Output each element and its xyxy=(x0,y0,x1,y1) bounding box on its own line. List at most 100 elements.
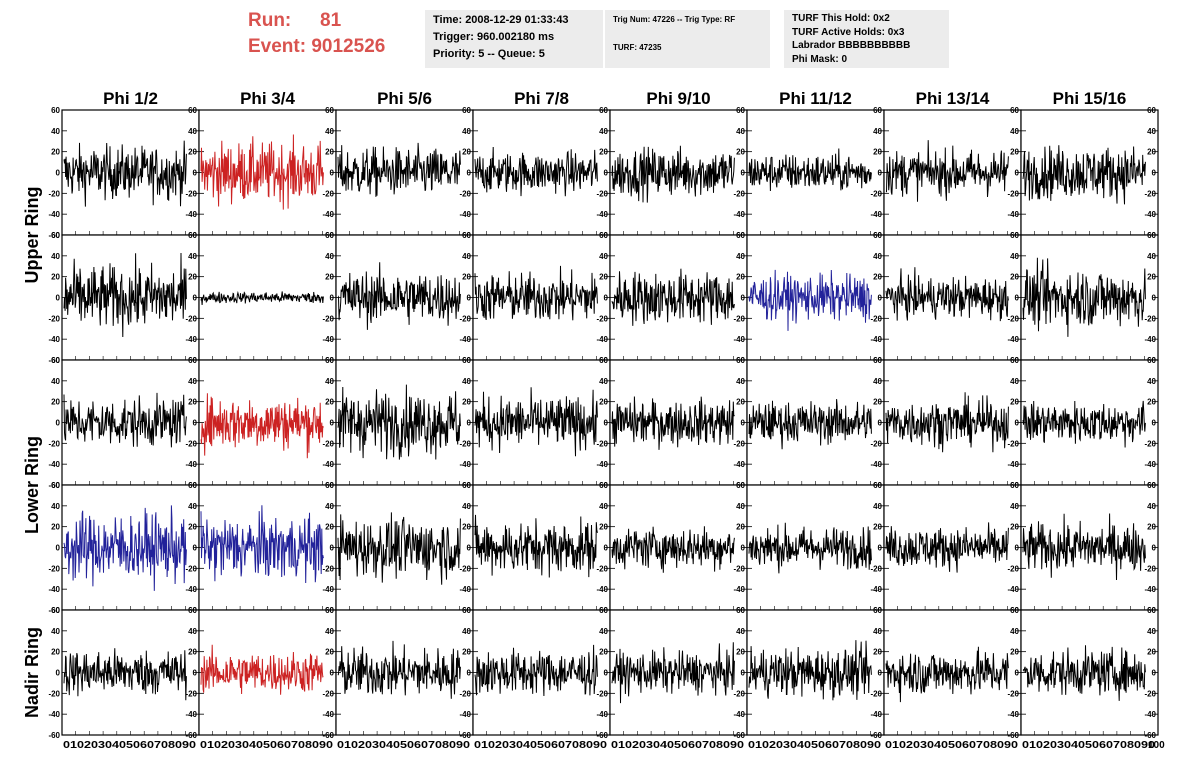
y-tick-label: -20 xyxy=(870,439,882,448)
y-tick-label: 40 xyxy=(188,377,197,386)
y-tick-label: 20 xyxy=(188,648,197,657)
y-tick-label: -40 xyxy=(596,710,608,719)
y-tick-label: 20 xyxy=(599,148,608,157)
y-tick-label: 60 xyxy=(325,231,334,240)
y-tick-label: -40 xyxy=(185,335,197,344)
y-tick-label: 40 xyxy=(188,502,197,511)
y-tick-label: 20 xyxy=(325,273,334,282)
y-tick-label: 40 xyxy=(462,252,471,261)
y-tick-label: 0 xyxy=(878,419,883,428)
y-tick-label: -20 xyxy=(459,314,471,323)
y-tick-label: 0 xyxy=(741,169,746,178)
y-tick-label: -40 xyxy=(459,585,471,594)
y-tick-label: -40 xyxy=(48,335,60,344)
waveform-trace xyxy=(474,146,598,197)
x-tick-labels: 0102030405060708090 xyxy=(200,740,334,751)
y-tick-label: 20 xyxy=(1147,648,1156,657)
waveform-trace xyxy=(748,522,872,574)
y-tick-label: 40 xyxy=(1147,252,1156,261)
y-tick-label: -40 xyxy=(48,585,60,594)
y-tick-label: -20 xyxy=(870,689,882,698)
waveform-trace xyxy=(1022,645,1146,701)
y-tick-label: 20 xyxy=(1010,398,1019,407)
y-tick-label: 40 xyxy=(599,252,608,261)
y-tick-label: 20 xyxy=(1010,273,1019,282)
y-tick-label: 20 xyxy=(188,273,197,282)
y-tick-label: 40 xyxy=(599,502,608,511)
y-tick-label: 0 xyxy=(1015,544,1020,553)
y-tick-label: 20 xyxy=(736,523,745,532)
y-tick-label: 20 xyxy=(1147,398,1156,407)
y-tick-label: -20 xyxy=(459,564,471,573)
y-tick-label: -20 xyxy=(459,439,471,448)
y-tick-label: 60 xyxy=(873,231,882,240)
y-tick-label: 40 xyxy=(1010,502,1019,511)
waveform-trace xyxy=(63,252,187,338)
y-tick-label: -40 xyxy=(733,460,745,469)
column-title: Phi 11/12 xyxy=(779,89,852,108)
waveform-trace xyxy=(200,505,324,584)
waveform-trace xyxy=(337,512,461,585)
y-tick-label: 40 xyxy=(188,252,197,261)
y-tick-label: 20 xyxy=(873,398,882,407)
y-tick-label: -40 xyxy=(48,210,60,219)
waveform-trace xyxy=(63,392,187,448)
y-tick-label: 40 xyxy=(462,502,471,511)
y-tick-label: 60 xyxy=(51,231,60,240)
run-label: Run: xyxy=(248,10,292,31)
y-tick-label: 20 xyxy=(599,523,608,532)
ring-label: Nadir Ring xyxy=(22,627,42,718)
waveform-trace xyxy=(1022,145,1146,205)
y-tick-label: -40 xyxy=(870,460,882,469)
y-tick-label: 60 xyxy=(873,106,882,115)
y-tick-label: 40 xyxy=(1147,502,1156,511)
y-tick-label: 60 xyxy=(599,231,608,240)
y-tick-label: 60 xyxy=(462,606,471,615)
y-tick-label: -40 xyxy=(1144,710,1156,719)
y-tick-label: 20 xyxy=(1010,148,1019,157)
y-tick-label: -60 xyxy=(322,731,334,740)
y-tick-label: 0 xyxy=(741,669,746,678)
y-tick-label: -20 xyxy=(596,314,608,323)
x-tick-labels: 0102030405060708090 xyxy=(474,740,608,751)
y-tick-label: 20 xyxy=(462,273,471,282)
waveform-trace xyxy=(200,393,324,459)
y-tick-label: 0 xyxy=(467,419,472,428)
y-tick-label: -20 xyxy=(322,689,334,698)
y-tick-label: -20 xyxy=(870,189,882,198)
y-tick-label: 20 xyxy=(51,148,60,157)
waveform-trace xyxy=(611,396,735,450)
y-tick-label: -20 xyxy=(185,189,197,198)
y-tick-label: 40 xyxy=(51,502,60,511)
y-tick-label: -40 xyxy=(322,210,334,219)
y-tick-label: -40 xyxy=(185,210,197,219)
y-tick-label: 40 xyxy=(51,627,60,636)
waveform-trace xyxy=(611,268,735,326)
x-tick-labels: 0102030405060708090 xyxy=(1022,740,1156,751)
turf-this-hold-text: TURF This Hold: 0x2 xyxy=(792,13,890,24)
y-tick-label: 20 xyxy=(462,648,471,657)
waveform-trace xyxy=(748,640,872,701)
waveform-trace xyxy=(885,140,1009,202)
x-tick-labels: 0102030405060708090 xyxy=(63,740,197,751)
y-tick-label: 20 xyxy=(736,398,745,407)
y-tick-label: 0 xyxy=(330,294,335,303)
y-tick-label: 20 xyxy=(188,148,197,157)
y-tick-label: 40 xyxy=(1010,377,1019,386)
